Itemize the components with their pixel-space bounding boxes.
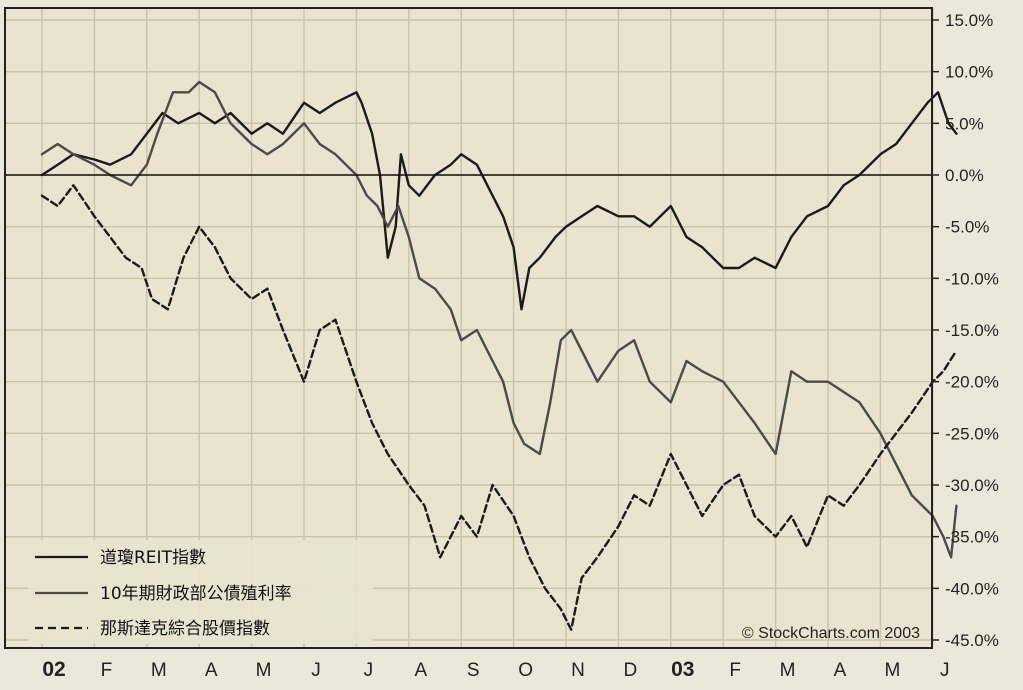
x-tick-label: A (834, 660, 847, 681)
y-tick-label: -35.0% (945, 528, 999, 547)
y-axis: 15.0% 10.0% 5.0% 0.0% -5.0% -10.0% -15.0% -20.0… (932, 11, 999, 650)
x-tick-label: F (729, 660, 741, 681)
y-tick-label: 5.0% (945, 114, 984, 133)
y-tick-label: 10.0% (945, 63, 993, 82)
y-tick-label: -20.0% (945, 373, 999, 392)
y-tick-label: 15.0% (945, 11, 993, 30)
x-tick-label: J (311, 660, 321, 681)
x-tick-label: A (205, 660, 218, 681)
x-tick-label: M (256, 660, 272, 681)
series-line-reit (40, 91, 958, 311)
series-line-treasury-yield (40, 80, 958, 559)
series-line-nasdaq (40, 184, 958, 631)
grid (5, 8, 934, 648)
y-tick-label: -30.0% (945, 476, 999, 495)
y-tick-label: -5.0% (945, 218, 989, 237)
x-tick-label: J (940, 660, 950, 681)
x-tick-label: 02 (42, 658, 65, 681)
x-tick-label: M (151, 660, 167, 681)
copyright-text: © StockCharts.com 2003 (742, 625, 920, 642)
x-tick-label: M (780, 660, 796, 681)
x-tick-label: D (624, 660, 638, 681)
legend-label-reit: 道瓊REIT指數 (100, 548, 206, 568)
y-tick-label: -15.0% (945, 321, 999, 340)
y-tick-label: -40.0% (945, 579, 999, 598)
x-axis: 02 F M A M J J A S O N D 03 F M A M J (42, 658, 949, 681)
x-tick-label: O (518, 660, 533, 681)
x-tick-label: M (884, 660, 900, 681)
x-tick-label: 03 (671, 658, 694, 681)
y-tick-label: -45.0% (945, 631, 999, 650)
plot-frame (4, 7, 933, 649)
y-tick-label: -10.0% (945, 269, 999, 288)
y-tick-label: -25.0% (945, 424, 999, 443)
x-tick-label: N (571, 660, 585, 681)
x-tick-label: A (414, 660, 427, 681)
x-tick-label: S (467, 660, 480, 681)
x-tick-label: J (364, 660, 374, 681)
legend: 道瓊REIT指數 10年期財政部公債殖利率 那斯達克綜合股價指數 (28, 540, 373, 644)
legend-label-treasury: 10年期財政部公債殖利率 (100, 584, 292, 604)
series-layer (40, 80, 958, 631)
y-tick-label: 0.0% (945, 166, 984, 185)
legend-label-nasdaq: 那斯達克綜合股價指數 (100, 619, 270, 639)
x-tick-label: F (101, 660, 113, 681)
